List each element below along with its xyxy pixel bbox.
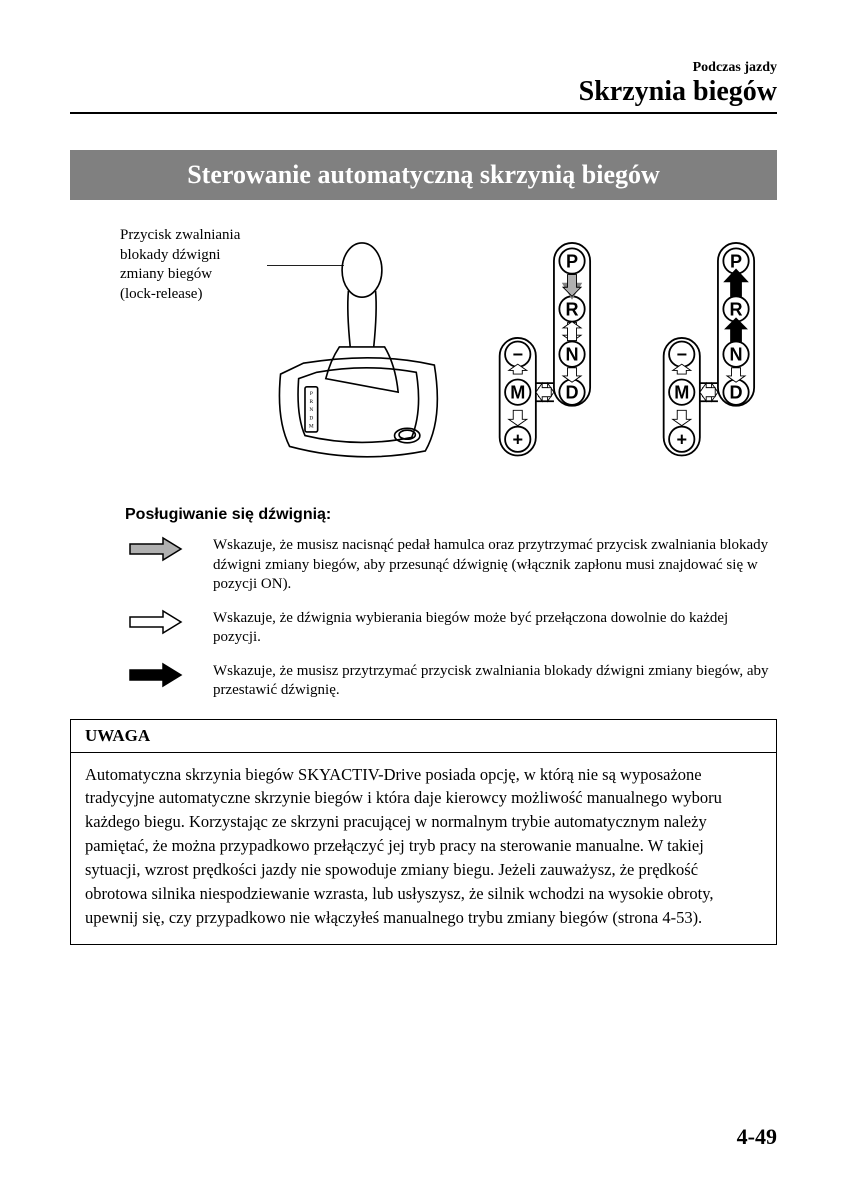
header-line1: Podczas jazdy [70,60,777,76]
header-line2: Skrzynia biegów [70,76,777,108]
section-banner: Sterowanie automatyczną skrzynią biegów [70,150,777,200]
pos-d: D [565,383,578,403]
gray-arrow-icon [125,536,185,567]
note-header: UWAGA [71,720,776,753]
svg-text:D: D [730,383,743,403]
svg-text:R: R [309,399,313,405]
instructions-heading: Posługiwanie się dźwignią: [125,506,777,524]
instruction-row: Wskazuje, że musisz przytrzymać przycisk… [125,662,777,701]
page-header: Podczas jazdy Skrzynia biegów [70,60,777,108]
instruction-text: Wskazuje, że dźwignia wybierania biegów … [213,609,777,648]
manual-minus-icon: − [512,345,523,365]
svg-text:−: − [677,345,688,365]
svg-text:M: M [309,423,314,429]
svg-text:P: P [730,251,742,271]
manual-plus-icon: + [512,430,523,450]
svg-text:+: + [677,430,688,450]
shift-pattern-1: P R N D M − + [468,226,613,486]
black-arrow-icon [125,662,185,693]
svg-text:N: N [309,407,313,413]
pos-p: P [566,251,578,271]
instruction-text: Wskazuje, że musisz nacisnąć pedał hamul… [213,536,777,595]
svg-text:P: P [309,391,312,397]
diagram-area: Przycisk zwalniania blokady dźwigni zmia… [70,226,777,486]
pos-n: N [565,345,578,365]
svg-text:D: D [309,415,313,421]
instruction-text: Wskazuje, że musisz przytrzymać przycisk… [213,662,777,701]
note-body: Automatyczna skrzynia biegów SKYACTIV-Dr… [71,753,776,944]
svg-text:R: R [730,299,743,319]
page-number: 4-49 [737,1124,777,1150]
header-rule [70,112,777,114]
outline-arrow-icon [125,609,185,640]
svg-text:M: M [675,383,690,403]
svg-text:N: N [730,345,743,365]
instruction-row: Wskazuje, że musisz nacisnąć pedał hamul… [125,536,777,595]
pos-m: M [510,383,525,403]
gearshift-drawing: P R N D M [267,226,448,486]
gearshift-label: Przycisk zwalniania blokady dźwigni zmia… [120,226,247,304]
note-box: UWAGA Automatyczna skrzynia biegów SKYAC… [70,719,777,945]
pos-r: R [565,299,578,319]
instruction-row: Wskazuje, że dźwignia wybierania biegów … [125,609,777,648]
shift-pattern-2: P R N D M − + [632,226,777,486]
